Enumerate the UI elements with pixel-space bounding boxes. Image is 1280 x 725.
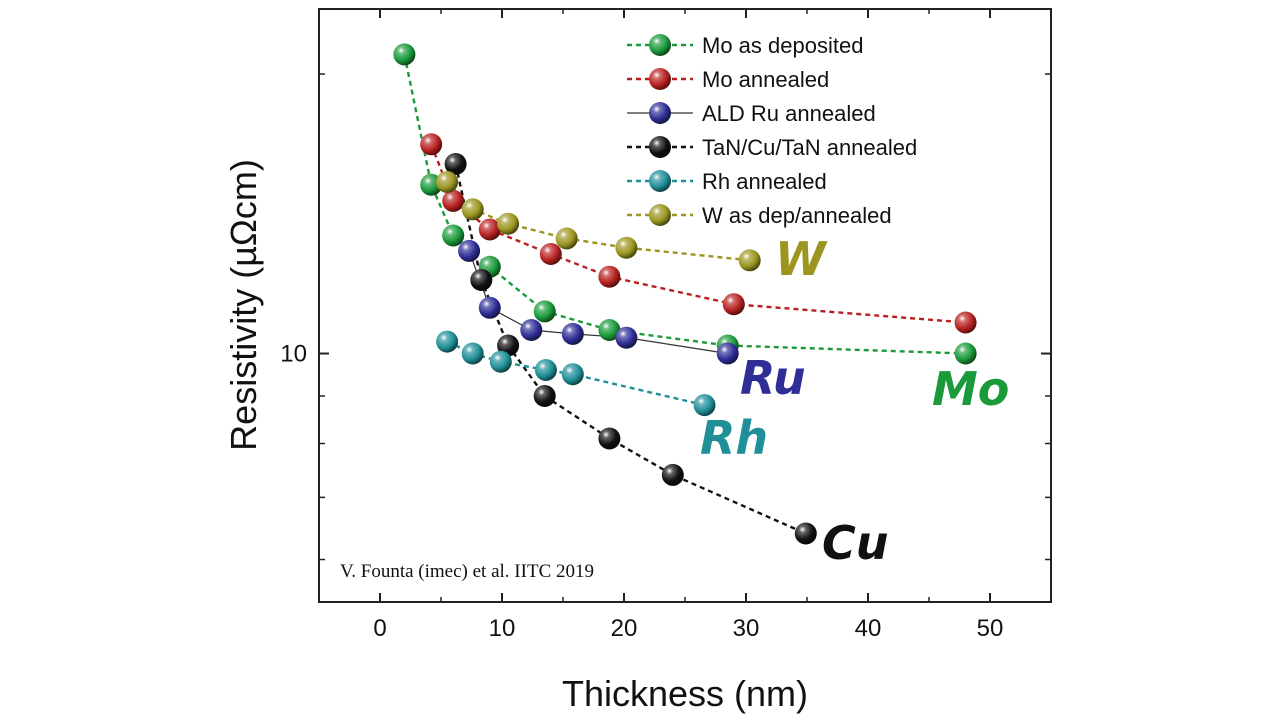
series-tag-label: Mo (932, 362, 1009, 416)
series-tag-label: Rh (700, 411, 768, 465)
data-point (615, 236, 638, 259)
legend-marker (649, 68, 671, 90)
series-tag-label: W (775, 232, 828, 286)
data-point (478, 218, 501, 241)
citation-text: V. Founta (imec) et al. IITC 2019 (340, 561, 594, 582)
data-point (436, 330, 459, 353)
x-tick-label: 20 (611, 615, 638, 642)
data-point (598, 427, 621, 450)
data-point (598, 319, 621, 341)
data-point (561, 322, 584, 345)
data-point (661, 463, 684, 486)
data-point (497, 212, 520, 235)
data-point (436, 171, 459, 193)
legend-label: Mo annealed (702, 67, 829, 92)
legend-marker (649, 34, 671, 56)
data-point (442, 189, 465, 212)
data-point (442, 224, 465, 247)
x-tick-label: 30 (733, 615, 760, 642)
legend-label: W as dep/annealed (702, 203, 892, 228)
y-tick-label: 10 (280, 341, 307, 368)
data-point (954, 342, 977, 365)
x-tick-label: 50 (977, 615, 1004, 642)
legend-label: Mo as deposited (702, 33, 863, 58)
data-point (444, 153, 467, 175)
y-axis-title: Resistivity (µΩcm) (223, 159, 264, 451)
data-point (489, 350, 512, 373)
data-point (722, 293, 745, 316)
data-point (716, 342, 739, 365)
x-tick-label: 10 (489, 615, 516, 642)
data-point (458, 239, 481, 262)
series-tag-label: Cu (822, 516, 889, 570)
series-tag-label: Ru (740, 351, 806, 405)
legend: Mo as deposited Mo annealed ALD Ru anneale… (627, 33, 917, 228)
x-tick-label: 0 (373, 615, 386, 642)
axis-ticks: 0 10 20 30 40 50 10 (280, 9, 1052, 642)
data-point (598, 265, 621, 288)
data-point (539, 243, 562, 265)
series-line (403, 54, 966, 355)
data-point (693, 394, 716, 417)
data-point (738, 249, 761, 272)
data-point (561, 363, 584, 386)
legend-marker (649, 204, 671, 226)
data-point (555, 227, 578, 250)
data-point (533, 385, 556, 407)
legend-label: ALD Ru annealed (702, 101, 876, 126)
series-lines (403, 54, 966, 535)
data-point (461, 342, 484, 365)
plot-frame (318, 8, 1052, 603)
legend-marker (649, 136, 671, 158)
series-points (393, 43, 977, 545)
x-axis-title: Thickness (nm) (562, 673, 808, 714)
data-point (461, 198, 484, 221)
data-point (534, 359, 557, 381)
legend-marker (649, 102, 671, 124)
data-point (520, 319, 543, 341)
legend-marker (649, 170, 671, 192)
data-point (615, 326, 638, 349)
data-point (470, 269, 493, 291)
data-point (533, 300, 556, 323)
x-tick-label: 40 (855, 615, 882, 642)
legend-label: Rh annealed (702, 169, 827, 194)
data-point (954, 311, 977, 334)
data-point (478, 296, 501, 319)
series-tags: Mo Ru Cu Rh W (700, 232, 1009, 570)
data-point (794, 522, 817, 545)
data-point (420, 133, 443, 156)
series-line (446, 340, 705, 407)
data-point (393, 43, 416, 66)
legend-label: TaN/Cu/TaN annealed (702, 135, 917, 160)
